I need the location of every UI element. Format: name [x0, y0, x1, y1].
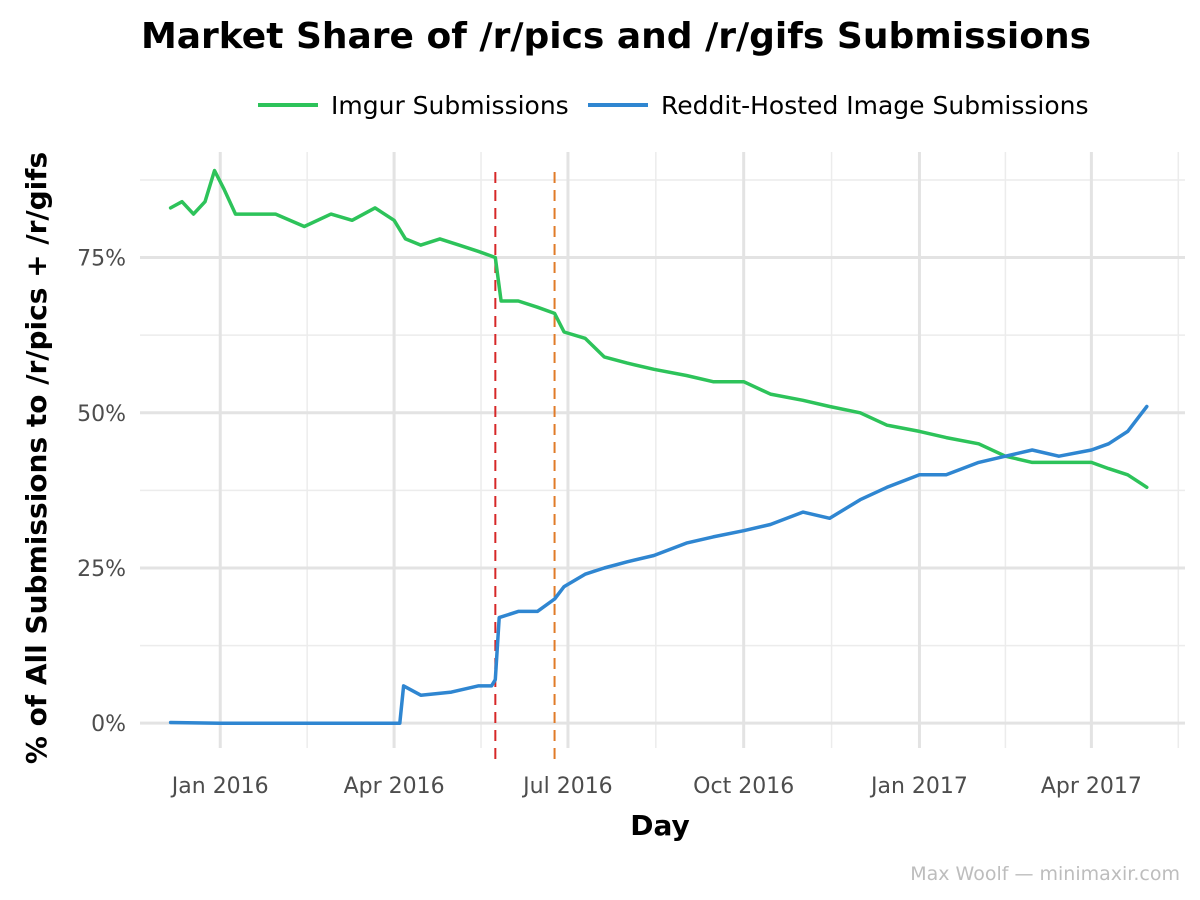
y-tick-label: 0% — [91, 712, 126, 737]
y-axis-title: % of All Submissions to /r/pics + /r/gif… — [20, 152, 53, 764]
credit: Max Woolf — minimaxir.com — [910, 863, 1180, 885]
legend-label: Imgur Submissions — [331, 91, 569, 120]
y-tick-label: 50% — [77, 402, 126, 427]
imgur-series-line — [168, 168, 1149, 490]
legend-label: Reddit-Hosted Image Submissions — [661, 91, 1089, 120]
chart-title: Market Share of /r/pics and /r/gifs Subm… — [141, 16, 1091, 57]
annotations — [494, 172, 556, 760]
x-axis-title: Day — [630, 809, 690, 842]
y-axis-ticks: 0% 25% 50% 75% — [77, 247, 126, 738]
x-tick-label: Jul 2016 — [521, 774, 613, 799]
x-axis-ticks: Jan 2016 Apr 2016 Jul 2016 Oct 2016 Jan 2017… — [170, 774, 1142, 799]
legend: Imgur Submissions Reddit-Hosted Image Sub… — [258, 91, 1089, 120]
grid — [140, 152, 1185, 748]
x-tick-label: Apr 2017 — [1041, 774, 1142, 799]
x-tick-label: Jan 2016 — [170, 774, 269, 799]
x-tick-label: Oct 2016 — [693, 774, 794, 799]
x-tick-label: Apr 2016 — [344, 774, 445, 799]
x-tick-label: Jan 2017 — [869, 774, 968, 799]
series-group — [168, 168, 1149, 725]
reddit-hosted-series-line — [168, 404, 1149, 725]
y-tick-label: 25% — [77, 557, 126, 582]
y-tick-label: 75% — [77, 247, 126, 272]
